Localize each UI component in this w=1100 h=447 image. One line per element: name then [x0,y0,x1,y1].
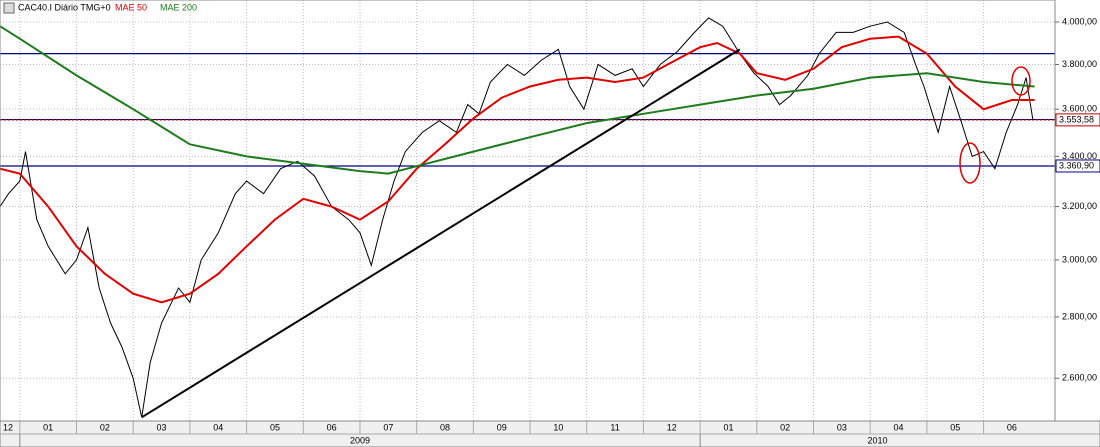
legend-entry[interactable]: MAE 50 [115,2,147,12]
series-line [0,35,1035,304]
y-tick-label: 3.400,00 [1062,151,1097,161]
y-tick-label: 3.600,00 [1062,104,1097,114]
x-tick-label: 06 [327,422,337,432]
x-tick-label: 01 [723,422,733,432]
x-tick-label: 04 [894,422,904,432]
level-label: 3.360,90 [1059,160,1094,170]
x-tick-label: 02 [100,422,110,432]
y-tick-label: 4.000,00 [1062,16,1097,26]
x-tick-label: 02 [780,422,790,432]
x-tick-label: 12 [3,422,13,432]
symbol-icon[interactable] [3,2,15,14]
highlight-circle [1011,66,1031,96]
x-tick-label: 04 [213,422,223,432]
level-label-box [1055,113,1100,127]
y-tick-label: 2.600,00 [1062,373,1097,383]
x-tick-label: 05 [270,422,280,432]
y-tick-label: 3.200,00 [1062,201,1097,211]
trendline [141,48,741,419]
x-tick-label: 01 [43,422,53,432]
series-line [0,17,1034,418]
level-label: 3.553,58 [1059,114,1094,124]
y-tick-label: 3.800,00 [1062,59,1097,69]
x-tick-label: 06 [1007,422,1017,432]
y-tick-label: 2.800,00 [1062,311,1097,321]
x-tick-label: 09 [497,422,507,432]
x-tick-label: 10 [553,422,563,432]
series-line [0,25,1035,175]
x-tick-label: 03 [837,422,847,432]
chart-title: CAC40.I Diário TMG+0 [18,2,111,12]
year-label: 2009 [350,435,370,445]
highlight-circle [959,142,981,184]
x-tick-label: 11 [610,422,619,432]
y-tick-label: 3.000,00 [1062,254,1097,264]
year-label: 2010 [868,435,888,445]
axes: 2.600,00 2.800,00 3.000,00 3.200,00 3.400,00… [3,16,1100,447]
plot [0,17,1055,419]
x-tick-label: 07 [383,422,393,432]
grid [0,0,1055,421]
x-tick-label: 05 [950,422,960,432]
x-tick-label: 12 [667,422,677,432]
x-tick-label: 03 [157,422,167,432]
legend-entry[interactable]: MAE 200 [160,2,197,12]
level-label-box [1055,159,1100,173]
x-tick-label: 08 [440,422,450,432]
